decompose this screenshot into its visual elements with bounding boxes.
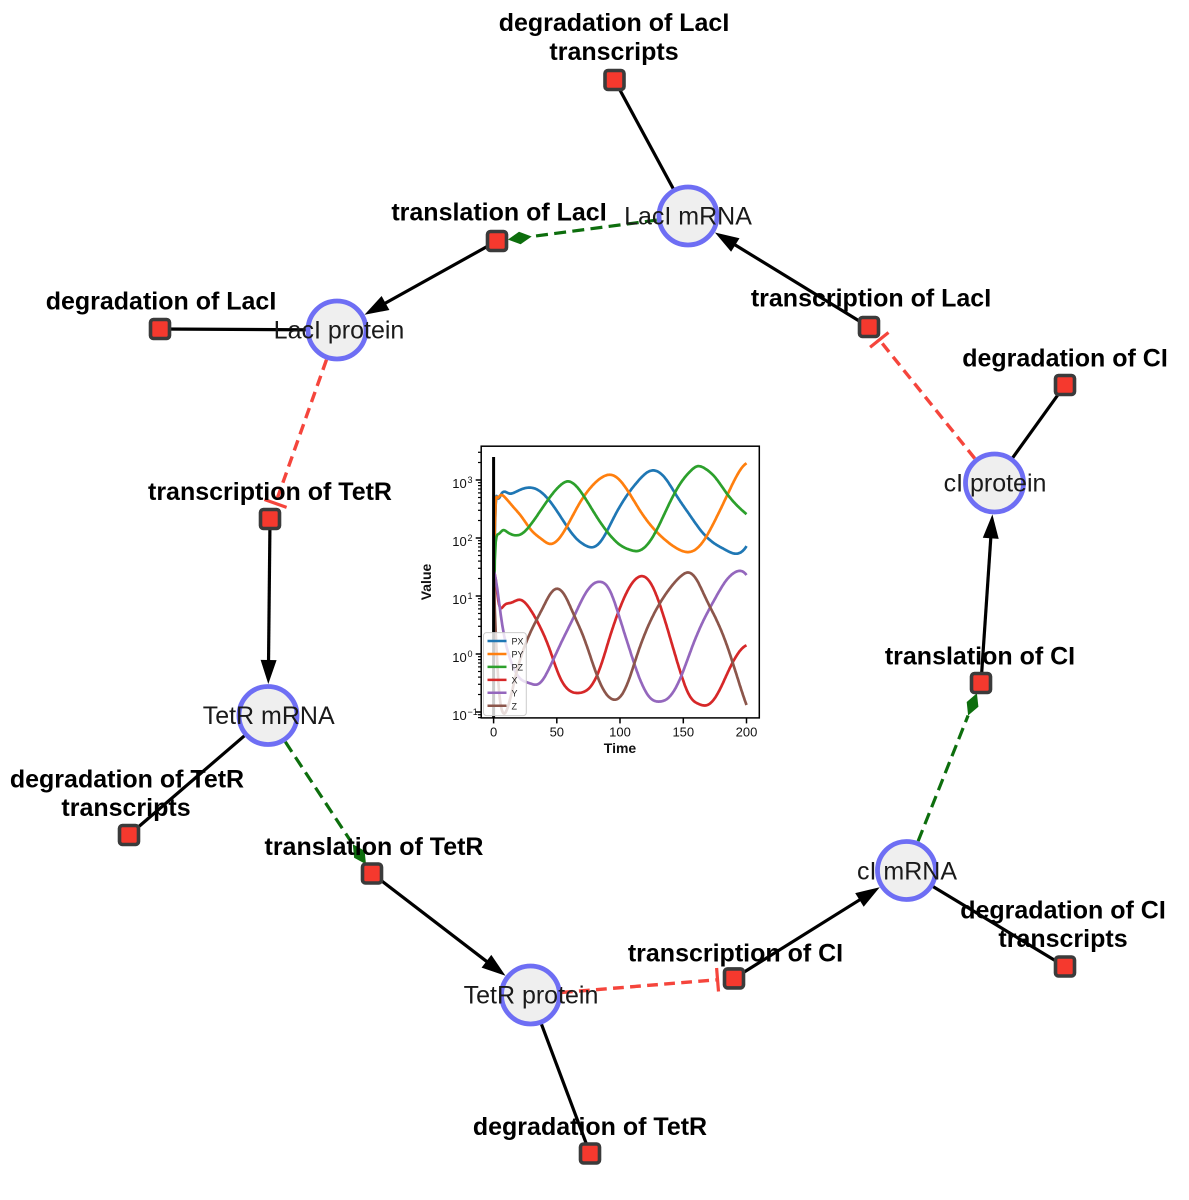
svg-text:Time: Time [604,740,637,756]
svg-text:transcripts: transcripts [998,925,1127,953]
svg-text:TetR protein: TetR protein [464,982,599,1010]
svg-text:3: 3 [468,475,473,485]
svg-text:degradation of TetR: degradation of TetR [10,766,244,794]
svg-text:10: 10 [452,650,466,665]
svg-text:transcription of CI: transcription of CI [628,940,843,968]
svg-text:150: 150 [672,724,694,739]
svg-text:0: 0 [468,649,473,659]
svg-text:cI protein: cI protein [944,470,1047,498]
svg-text:LacI mRNA: LacI mRNA [624,203,752,231]
svg-text:translation of CI: translation of CI [885,643,1075,671]
svg-text:cI mRNA: cI mRNA [857,858,957,886]
svg-text:transcripts: transcripts [549,38,678,66]
svg-text:1: 1 [468,591,473,601]
svg-text:−1: −1 [468,707,478,717]
svg-text:Y: Y [512,688,518,698]
svg-text:2: 2 [468,533,473,543]
svg-text:50: 50 [550,724,564,739]
svg-text:degradation of CI: degradation of CI [960,897,1166,925]
svg-text:PZ: PZ [512,662,524,672]
svg-text:10: 10 [452,592,466,607]
svg-text:10: 10 [452,708,466,723]
svg-text:10: 10 [452,476,466,491]
svg-text:translation of TetR: translation of TetR [265,833,484,861]
svg-text:transcripts: transcripts [61,794,190,822]
svg-text:degradation of TetR: degradation of TetR [473,1113,707,1141]
svg-text:100: 100 [609,724,631,739]
svg-text:PY: PY [512,650,524,660]
svg-text:degradation of LacI: degradation of LacI [46,288,277,316]
svg-text:TetR mRNA: TetR mRNA [203,702,335,730]
svg-text:degradation of LacI: degradation of LacI [499,9,730,37]
svg-text:0: 0 [490,724,497,739]
svg-text:X: X [512,675,518,685]
svg-text:translation of LacI: translation of LacI [391,199,606,227]
svg-text:PX: PX [512,637,524,647]
svg-text:transcription of TetR: transcription of TetR [148,478,392,506]
svg-text:transcription of LacI: transcription of LacI [751,285,991,313]
svg-text:Value: Value [418,564,434,601]
svg-text:Z: Z [512,701,518,711]
svg-text:200: 200 [736,724,758,739]
svg-text:degradation of CI: degradation of CI [962,345,1168,373]
svg-text:LacI protein: LacI protein [274,317,405,345]
svg-text:10: 10 [452,534,466,549]
